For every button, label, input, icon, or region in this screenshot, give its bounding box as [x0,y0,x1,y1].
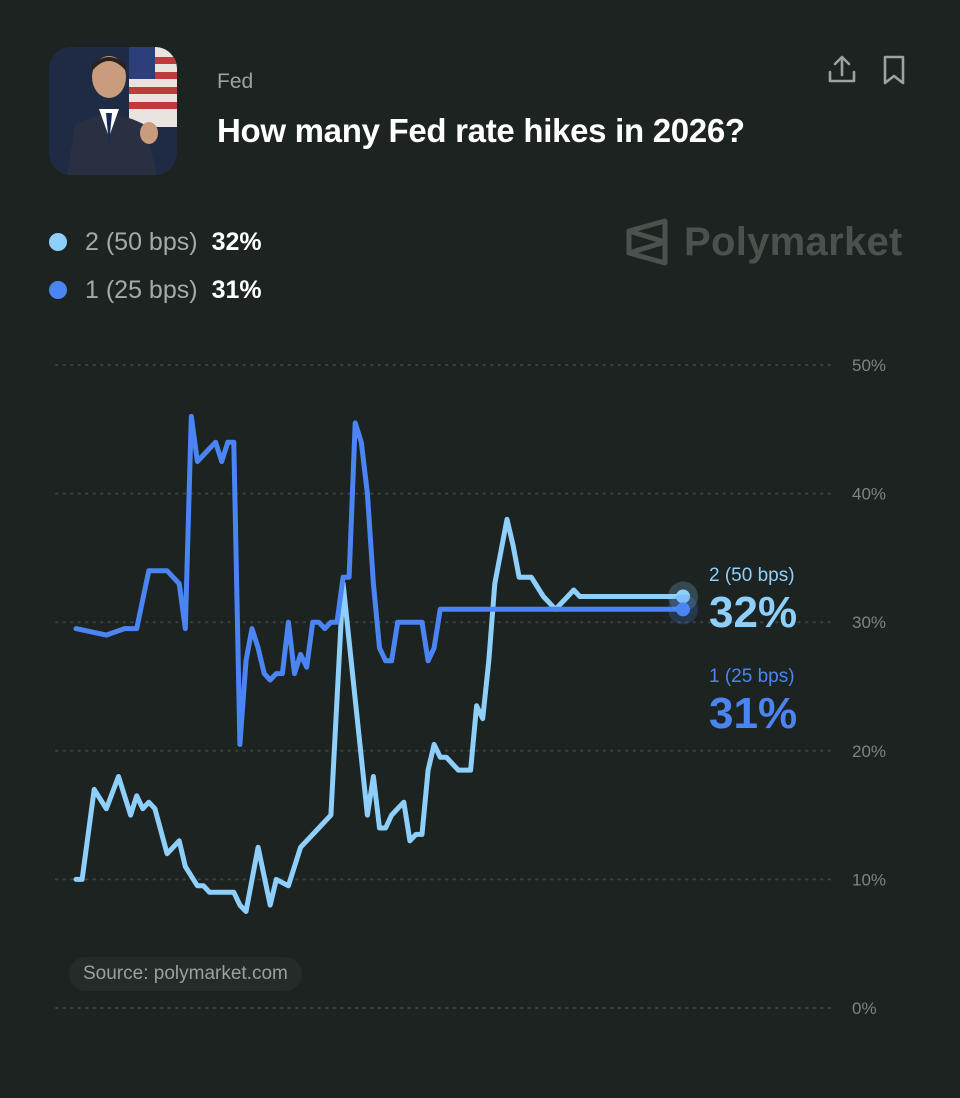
bookmark-icon[interactable] [877,52,913,88]
legend-dot-25bps [49,281,67,299]
end-label-name: 1 (25 bps) [709,666,795,687]
end-dot-1 [676,602,690,617]
legend-item-25bps: 1 (25 bps) 31% [49,266,262,314]
legend-dot-50bps [49,233,67,251]
y-tick-label: 30% [852,613,886,632]
series-line-1 [73,413,686,747]
end-label-25bps: 1 (25 bps) 31% [709,666,797,736]
end-dot-0 [676,589,690,604]
end-label-value: 32% [709,588,798,637]
share-icon[interactable] [824,52,860,88]
polymarket-watermark: Polymarket [624,216,903,268]
end-label-value: 31% [709,689,798,738]
source-badge: Source: polymarket.com [69,957,302,991]
y-tick-label: 40% [852,485,886,504]
market-category: Fed [217,70,254,93]
end-label-name: 2 (50 bps) [709,565,795,586]
series-line-0 [73,516,686,914]
y-tick-label: 20% [852,742,886,761]
y-tick-label: 10% [852,870,886,889]
chart-legend: 2 (50 bps) 32% 1 (25 bps) 31% [49,218,262,314]
brand-name: Polymarket [684,219,903,264]
y-tick-label: 0% [852,999,877,1018]
legend-value: 31% [211,275,262,304]
legend-value: 32% [211,227,262,256]
legend-item-50bps: 2 (50 bps) 32% [49,218,262,266]
market-title: How many Fed rate hikes in 2026? [217,112,745,149]
market-avatar [49,47,177,175]
polymarket-logo-icon [626,218,668,266]
end-label-50bps: 2 (50 bps) 32% [709,565,797,635]
legend-label: 1 (25 bps) [85,275,198,304]
legend-label: 2 (50 bps) [85,227,198,256]
y-tick-label: 50% [852,356,886,375]
